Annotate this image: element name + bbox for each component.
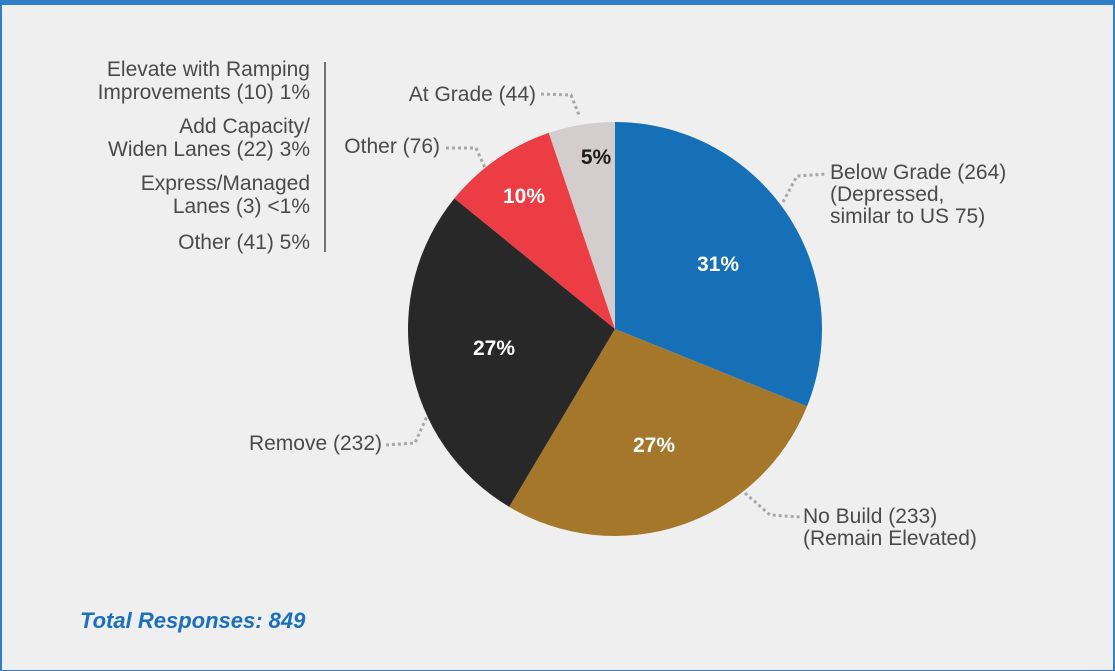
leader-line-below-grade-264	[781, 172, 827, 203]
leader-line-remove-232	[385, 413, 430, 447]
slice-other-76	[454, 132, 615, 329]
other-breakdown-item: Express/Managed Lanes (3) <1%	[141, 172, 310, 218]
percent-label-other-76: 10%	[503, 185, 545, 208]
slice-at-grade-44	[548, 122, 615, 329]
leader-line-other-76	[446, 146, 488, 171]
slice-label-other-76: Other (76)	[344, 135, 440, 158]
slice-label-below-grade-264: Below Grade (264) (Depressed, similar to U…	[830, 161, 1006, 228]
slice-below-grade-264	[615, 122, 822, 407]
percent-label-no-build-233: 27%	[633, 434, 675, 457]
percent-label-at-grade-44: 5%	[581, 146, 612, 169]
slice-label-at-grade-44: At Grade (44)	[409, 83, 536, 106]
total-responses: Total Responses: 849	[80, 608, 306, 633]
other-breakdown-item: Add Capacity/Widen Lanes (22) 3%	[108, 115, 310, 161]
other-breakdown-item: Elevate with Ramping Improvements (10) 1%	[98, 58, 310, 104]
slice-label-no-build-233: No Build (233) (Remain Elevated)	[803, 505, 977, 550]
leader-line-at-grade-44	[540, 92, 581, 116]
percent-label-remove-232: 27%	[473, 337, 515, 360]
other-breakdown-item: Other (41) 5%	[178, 231, 310, 254]
slice-label-remove-232: Remove (232)	[249, 432, 382, 455]
leader-line-no-build-233	[744, 491, 801, 519]
percent-label-below-grade-264: 31%	[697, 253, 739, 276]
slice-remove-232	[408, 198, 615, 507]
slice-no-build-233	[509, 329, 807, 536]
